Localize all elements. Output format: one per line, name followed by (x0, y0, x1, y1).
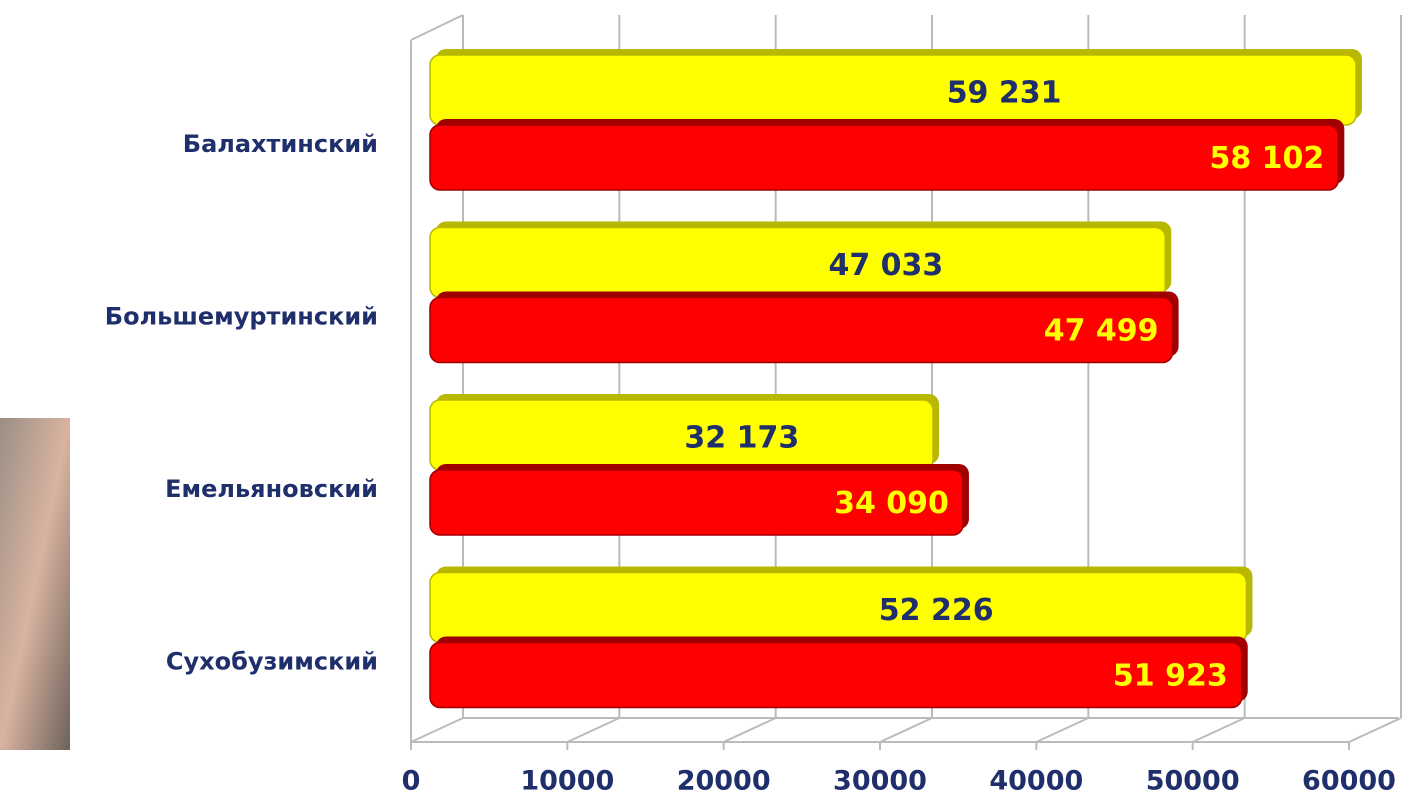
value-label: 32 173 (684, 421, 799, 456)
bar (429, 226, 1167, 299)
x-tick-label: 20000 (677, 766, 771, 797)
bar (429, 571, 1248, 644)
grid-floor (723, 717, 777, 743)
bar (429, 469, 964, 536)
category-label: Балахтинский (183, 130, 378, 158)
value-label: 47 499 (1044, 314, 1159, 349)
bar (429, 399, 934, 471)
grid-floor (1348, 717, 1402, 743)
x-tick-label: 50000 (1146, 766, 1240, 797)
grid-floor (1035, 717, 1089, 743)
category-label: Емельяновский (165, 475, 378, 503)
grid-floor (879, 717, 933, 743)
grid-floor (1192, 717, 1246, 743)
value-label: 34 090 (834, 486, 949, 521)
value-label: 52 226 (879, 593, 994, 628)
grid-floor (410, 717, 464, 743)
bar (429, 641, 1243, 709)
category-label: Большемуртинский (105, 303, 378, 331)
photo (0, 418, 70, 750)
x-tick-label: 0 (402, 766, 421, 797)
x-tick-label: 10000 (520, 766, 614, 797)
value-label: 59 231 (947, 76, 1062, 111)
category-label: Сухобузимский (166, 648, 378, 676)
value-label: 51 923 (1113, 659, 1228, 694)
bar (429, 54, 1357, 126)
x-tick-label: 60000 (1302, 766, 1396, 797)
wall-edge (410, 14, 464, 41)
bar (429, 124, 1340, 191)
x-tick-label: 30000 (833, 766, 927, 797)
value-label: 47 033 (828, 248, 943, 283)
x-tick-label: 40000 (989, 766, 1083, 797)
grid-floor (566, 717, 620, 743)
value-label: 58 102 (1209, 141, 1324, 176)
bar (429, 296, 1174, 364)
